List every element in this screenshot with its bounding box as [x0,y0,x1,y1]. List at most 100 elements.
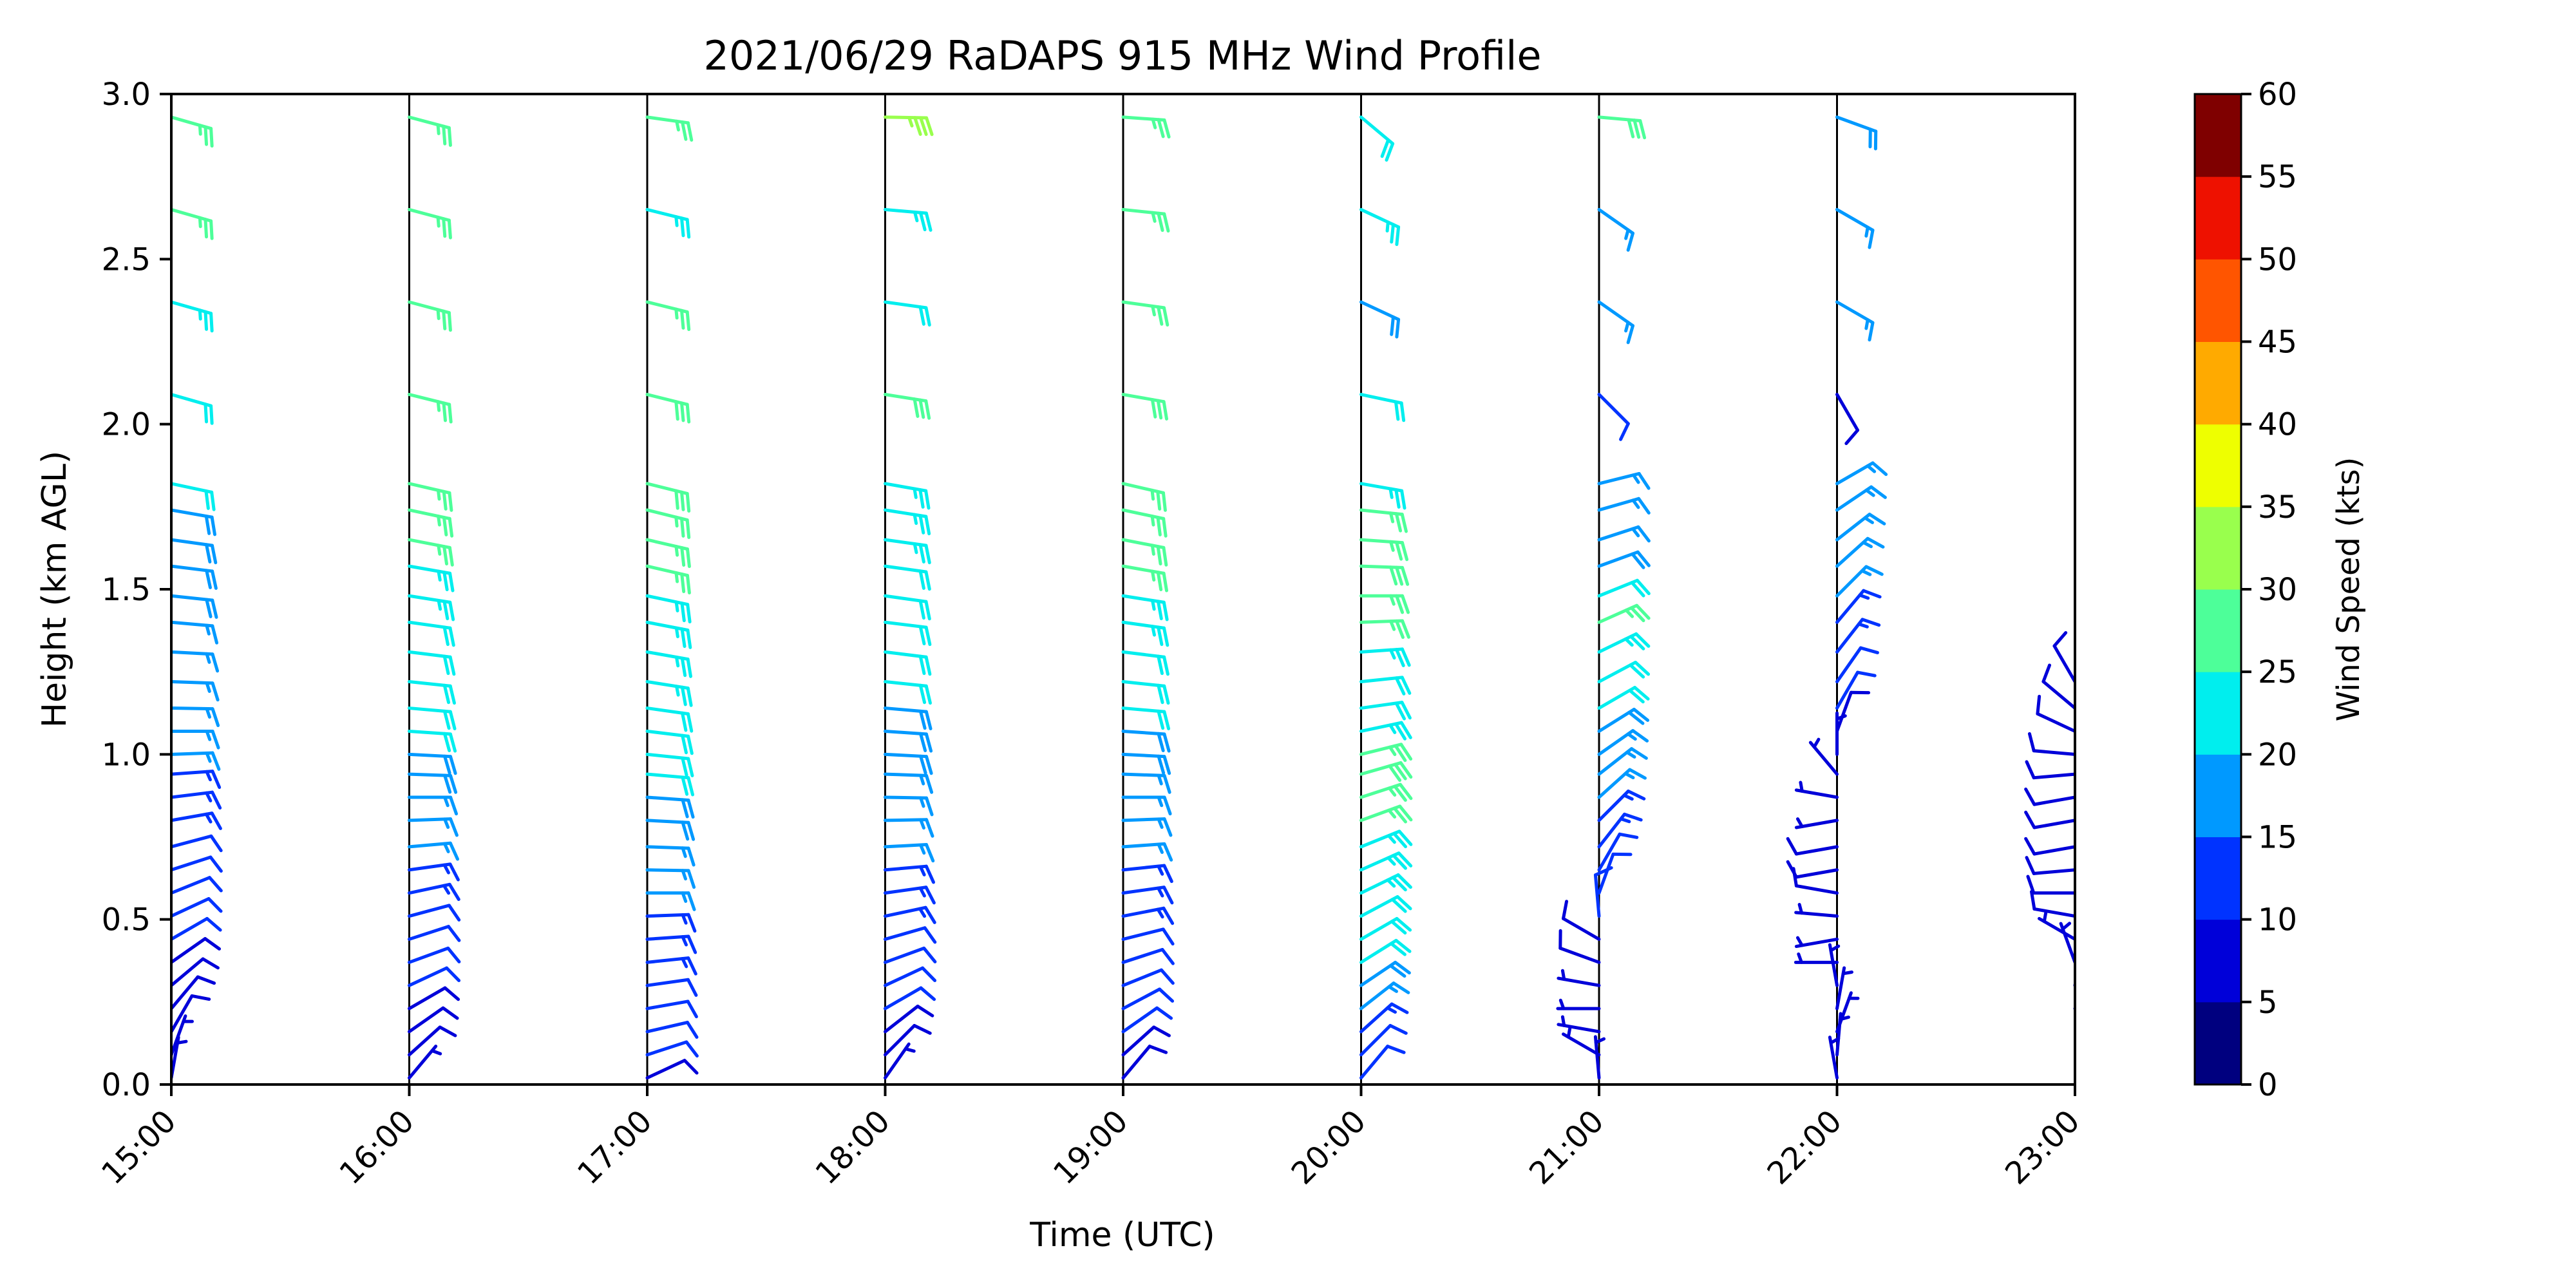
wind-barb [2024,837,2075,856]
wind-barb [645,650,692,678]
wind-barb [1121,968,1175,987]
wind-barb [408,946,461,964]
wind-barb [408,841,460,861]
colorbar-label: Wind Speed (kts) [2331,457,2367,722]
wind-barb [884,508,931,536]
colorbar-segment [2195,672,2241,755]
wind-barb [171,508,216,536]
wind-barb [171,975,216,1010]
colorbar-tick-label: 20 [2258,737,2297,773]
wind-barb [1597,790,1646,822]
wind-barb [171,706,220,727]
wind-barb [1597,747,1648,776]
wind-barb [1786,860,1839,879]
wind-barb [1359,393,1406,422]
wind-barb [171,729,220,750]
colorbar-segment [2195,919,2241,1003]
wind-barb [1828,943,1841,987]
wind-barb [1597,832,1639,872]
wind-barb [171,770,222,790]
wind-barb [2038,911,2075,941]
wind-barb [1359,300,1401,339]
colorbar-tick-label: 0 [2258,1067,2278,1103]
wind-barb [1794,903,1839,918]
wind-barb [1835,646,1879,684]
wind-barb [645,538,691,569]
wind-barb [645,393,691,424]
colorbar-tick-label: 50 [2258,242,2297,278]
wind-barb [884,886,936,905]
wind-barbs [171,115,2075,1080]
wind-barb [1359,647,1411,668]
wind-barb [884,1042,916,1080]
wind-barb [1597,660,1651,684]
wind-barb [171,594,218,619]
wind-barb [1359,761,1413,782]
wind-barb [1121,1025,1171,1057]
wind-barb [645,795,695,819]
wind-barb [408,925,461,942]
wind-barb [1359,207,1401,247]
wind-barb [408,564,455,592]
wind-barb [408,1025,457,1057]
wind-barb [1835,393,1860,446]
wind-barb [408,882,460,902]
wind-barb [1121,987,1175,1010]
y-tick-label: 1.0 [102,737,151,773]
colorbar-tick-label: 30 [2258,572,2297,608]
wind-barb [645,482,691,513]
wind-barb [2025,856,2075,875]
wind-barb [1359,804,1413,824]
wind-barb [1359,1024,1408,1057]
wind-barb [884,818,934,838]
wind-barb [645,891,696,911]
colorbar-tick-label: 60 [2258,77,2297,113]
wind-barb [1121,594,1169,621]
wind-barb [884,926,937,944]
wind-barb [645,564,691,595]
wind-barb [1121,115,1171,139]
wind-barb [171,482,216,511]
wind-barb [645,913,697,933]
colorbar-tick-label: 55 [2258,159,2297,195]
wind-barb [408,706,457,730]
wind-barb [2041,663,2075,710]
wind-barb [1359,829,1413,849]
wind-barb [1359,873,1412,895]
wind-barb [171,937,222,964]
wind-barb [645,1040,699,1058]
wind-barb [2030,890,2075,918]
wind-barb [1835,536,1885,568]
wind-barb [1597,632,1651,654]
wind-barb [2026,875,2075,895]
wind-barb [645,729,694,755]
wind-barb [884,986,936,1010]
wind-barb [645,207,691,239]
wind-barb [884,564,931,591]
wind-barb [1359,115,1395,162]
wind-barb [408,508,454,538]
wind-barb [1121,1045,1168,1080]
wind-barb [1597,768,1647,799]
wind-barb [171,751,221,771]
wind-barb [645,594,692,624]
wind-barb [2024,787,2075,806]
wind-barb [408,795,459,816]
wind-barb [1121,906,1175,925]
wind-barb [171,876,223,895]
wind-barb [1121,508,1168,538]
wind-barb [1359,508,1408,533]
wind-barb [1597,497,1651,515]
wind-barb [171,896,223,918]
wind-barb [408,986,460,1010]
y-tick-label: 3.0 [102,77,151,113]
wind-barb [1359,1045,1406,1080]
chart-title: 2021/06/29 RaDAPS 915 MHz Wind Profile [703,32,1541,79]
colorbar-tick-label: 15 [2258,820,2297,856]
wind-barb [884,207,933,232]
wind-barb [1121,886,1174,905]
wind-barb [1597,686,1650,710]
wind-barb [171,300,214,333]
wind-barb [1597,729,1649,756]
wind-barb [171,207,214,240]
